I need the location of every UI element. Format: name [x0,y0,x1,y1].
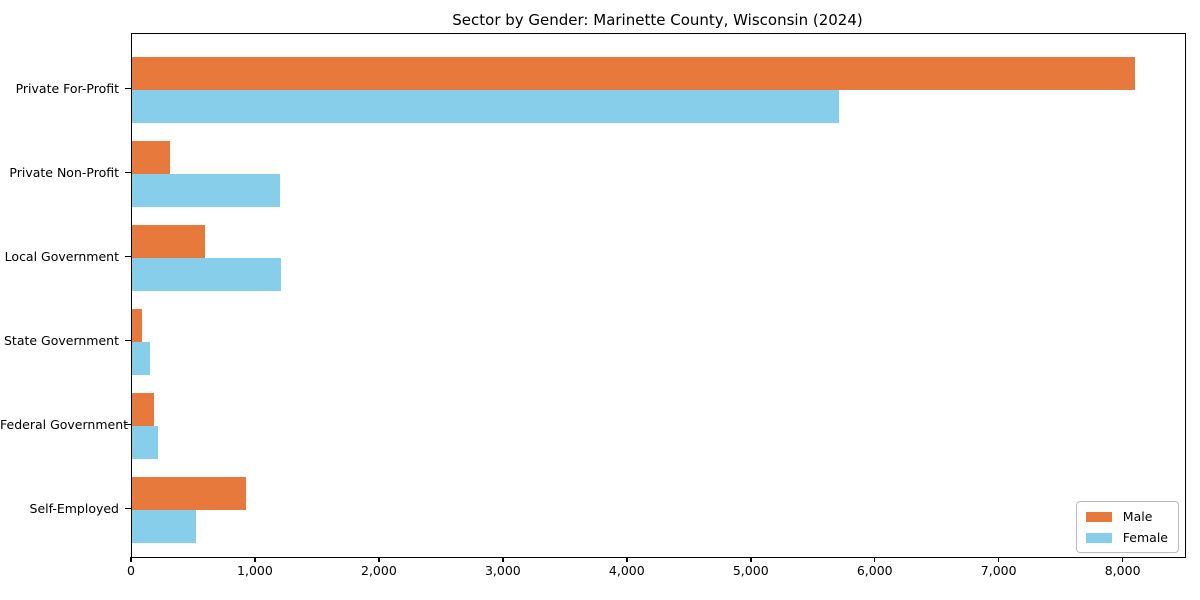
bar-female-state-government [132,341,150,375]
x-axis-tick-marks [130,556,1184,562]
x-tick-mark [997,557,1000,562]
x-tick-label-8-000: 8,000 [1104,563,1141,578]
y-tick-label-local-government: Local Government [4,248,119,264]
x-axis-labels: 0 1,000 2,000 3,000 4,000 5,000 6,000 7,000 8,00… [127,563,1184,581]
y-tick-mark [125,507,131,510]
y-tick-mark [125,255,131,258]
x-tick-mark [750,557,752,562]
legend-swatch-female [1085,532,1112,543]
y-tick-label-private-non-profit: Private Non-Profit [9,164,119,180]
y-tick-mark [125,339,131,342]
chart-title: Sector by Gender: Marinette County, Wisc… [452,11,863,29]
x-tick-label-2-000: 2,000 [361,563,397,578]
x-tick-mark [1121,557,1124,562]
bar-male-private-non-profit [132,140,171,174]
y-axis-labels: Private For-Profit Private Non-Profit Loca… [0,33,129,556]
bar-female-federal-government [132,425,159,459]
legend-item-female: Female [1085,530,1168,545]
x-tick-mark [378,557,380,562]
y-tick-mark [125,87,131,90]
x-tick-label-0: 0 [127,563,135,578]
bars-layer [132,34,1185,557]
x-tick-label-6-000: 6,000 [856,563,893,578]
bar-female-local-government [132,257,281,291]
y-tick-label-private-for-profit: Private For-Profit [15,80,119,96]
y-tick-label-federal-government: Federal Government [0,416,129,432]
bar-male-federal-government [132,392,155,426]
legend-label-male: Male [1122,509,1153,524]
bar-male-private-for-profit [132,56,1135,90]
legend-swatch-male [1085,511,1112,522]
bar-female-self-employed [132,509,197,543]
y-axis-tick-marks [125,33,131,556]
y-tick-mark [125,423,131,426]
y-tick-label-state-government: State Government [3,332,119,348]
legend-label-female: Female [1122,530,1168,545]
plot-area: Male Female [131,33,1186,558]
x-tick-label-1-000: 1,000 [237,563,273,578]
legend: Male Female [1075,501,1179,553]
bar-female-private-for-profit [132,89,839,123]
x-tick-label-3-000: 3,000 [484,563,521,578]
x-tick-label-4-000: 4,000 [608,563,645,578]
x-tick-mark [254,557,256,562]
y-tick-mark [125,171,131,174]
bar-male-state-government [132,308,142,342]
y-tick-label-self-employed: Self-Employed [29,500,119,516]
x-tick-mark [626,557,628,562]
bar-male-self-employed [132,476,247,510]
x-tick-mark [502,557,504,562]
bar-female-private-non-profit [132,173,280,207]
x-tick-label-5-000: 5,000 [732,563,769,578]
x-tick-label-7-000: 7,000 [980,563,1017,578]
x-tick-mark [130,557,132,562]
legend-item-male: Male [1085,509,1168,524]
x-tick-mark [873,557,876,562]
bar-male-local-government [132,224,206,258]
